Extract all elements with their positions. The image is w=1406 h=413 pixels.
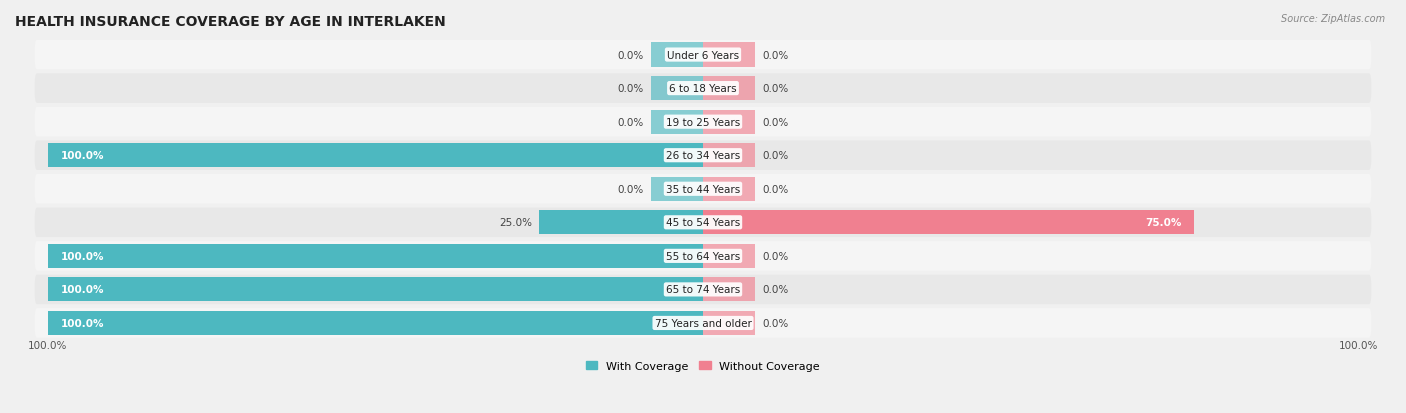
Text: 100.0%: 100.0% [60, 251, 104, 261]
Bar [703, 43, 755, 67]
FancyBboxPatch shape [35, 208, 1371, 237]
Text: 0.0%: 0.0% [762, 117, 789, 127]
Text: HEALTH INSURANCE COVERAGE BY AGE IN INTERLAKEN: HEALTH INSURANCE COVERAGE BY AGE IN INTE… [15, 15, 446, 29]
Bar [703, 110, 755, 134]
Text: 65 to 74 Years: 65 to 74 Years [666, 285, 740, 295]
Bar [703, 244, 755, 268]
Bar [651, 77, 703, 101]
Text: 0.0%: 0.0% [617, 184, 644, 194]
Bar [651, 43, 703, 67]
Bar [703, 77, 755, 101]
Text: 100.0%: 100.0% [60, 285, 104, 295]
Text: 35 to 44 Years: 35 to 44 Years [666, 184, 740, 194]
Text: 0.0%: 0.0% [617, 50, 644, 60]
Bar [651, 177, 703, 202]
Text: 0.0%: 0.0% [762, 184, 789, 194]
Text: 100.0%: 100.0% [60, 151, 104, 161]
Bar [703, 311, 755, 335]
Text: 0.0%: 0.0% [762, 285, 789, 295]
FancyBboxPatch shape [35, 141, 1371, 171]
FancyBboxPatch shape [35, 108, 1371, 137]
Bar [703, 211, 1195, 235]
Text: 0.0%: 0.0% [762, 318, 789, 328]
Text: 19 to 25 Years: 19 to 25 Years [666, 117, 740, 127]
Text: 45 to 54 Years: 45 to 54 Years [666, 218, 740, 228]
Text: 0.0%: 0.0% [762, 50, 789, 60]
Bar [651, 110, 703, 134]
Text: 0.0%: 0.0% [762, 151, 789, 161]
Text: 0.0%: 0.0% [762, 84, 789, 94]
Text: Under 6 Years: Under 6 Years [666, 50, 740, 60]
Bar [703, 278, 755, 302]
FancyBboxPatch shape [35, 242, 1371, 271]
FancyBboxPatch shape [35, 275, 1371, 304]
FancyBboxPatch shape [35, 309, 1371, 338]
Text: 26 to 34 Years: 26 to 34 Years [666, 151, 740, 161]
Bar [48, 311, 703, 335]
Text: Source: ZipAtlas.com: Source: ZipAtlas.com [1281, 14, 1385, 24]
Bar [703, 144, 755, 168]
Text: 6 to 18 Years: 6 to 18 Years [669, 84, 737, 94]
Text: 100.0%: 100.0% [60, 318, 104, 328]
Text: 0.0%: 0.0% [617, 117, 644, 127]
Text: 75.0%: 75.0% [1144, 218, 1181, 228]
Bar [48, 278, 703, 302]
Text: 25.0%: 25.0% [499, 218, 533, 228]
FancyBboxPatch shape [35, 175, 1371, 204]
FancyBboxPatch shape [35, 74, 1371, 104]
Bar [48, 144, 703, 168]
Text: 55 to 64 Years: 55 to 64 Years [666, 251, 740, 261]
Legend: With Coverage, Without Coverage: With Coverage, Without Coverage [582, 357, 824, 376]
Text: 75 Years and older: 75 Years and older [655, 318, 751, 328]
FancyBboxPatch shape [35, 41, 1371, 70]
Text: 0.0%: 0.0% [617, 84, 644, 94]
Bar [703, 177, 755, 202]
Text: 0.0%: 0.0% [762, 251, 789, 261]
Text: 100.0%: 100.0% [28, 341, 67, 351]
Text: 100.0%: 100.0% [1339, 341, 1378, 351]
Bar [538, 211, 703, 235]
Bar [48, 244, 703, 268]
